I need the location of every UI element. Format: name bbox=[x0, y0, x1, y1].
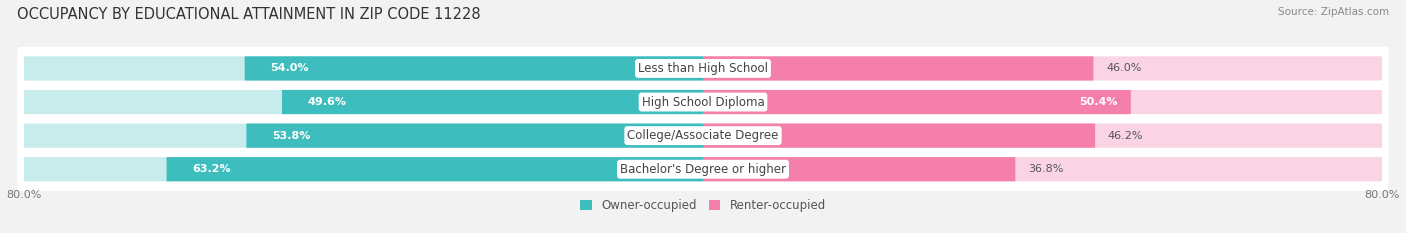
Text: College/Associate Degree: College/Associate Degree bbox=[627, 129, 779, 142]
FancyBboxPatch shape bbox=[703, 157, 1382, 181]
FancyBboxPatch shape bbox=[24, 90, 703, 114]
FancyBboxPatch shape bbox=[17, 147, 1389, 191]
FancyBboxPatch shape bbox=[24, 123, 703, 148]
Text: OCCUPANCY BY EDUCATIONAL ATTAINMENT IN ZIP CODE 11228: OCCUPANCY BY EDUCATIONAL ATTAINMENT IN Z… bbox=[17, 7, 481, 22]
Legend: Owner-occupied, Renter-occupied: Owner-occupied, Renter-occupied bbox=[575, 195, 831, 217]
Text: Bachelor's Degree or higher: Bachelor's Degree or higher bbox=[620, 163, 786, 176]
Text: 54.0%: 54.0% bbox=[270, 63, 309, 73]
FancyBboxPatch shape bbox=[24, 56, 703, 81]
FancyBboxPatch shape bbox=[17, 80, 1389, 124]
FancyBboxPatch shape bbox=[703, 56, 1094, 81]
FancyBboxPatch shape bbox=[703, 90, 1130, 114]
FancyBboxPatch shape bbox=[703, 90, 1382, 114]
Text: High School Diploma: High School Diploma bbox=[641, 96, 765, 109]
FancyBboxPatch shape bbox=[246, 123, 703, 148]
Text: 46.0%: 46.0% bbox=[1107, 63, 1142, 73]
FancyBboxPatch shape bbox=[703, 157, 1015, 181]
Text: 63.2%: 63.2% bbox=[193, 164, 231, 174]
Text: 80.0%: 80.0% bbox=[6, 190, 42, 200]
FancyBboxPatch shape bbox=[703, 123, 1095, 148]
FancyBboxPatch shape bbox=[283, 90, 703, 114]
Text: 80.0%: 80.0% bbox=[1364, 190, 1400, 200]
FancyBboxPatch shape bbox=[17, 46, 1389, 91]
Text: 50.4%: 50.4% bbox=[1080, 97, 1118, 107]
Text: 36.8%: 36.8% bbox=[1028, 164, 1063, 174]
FancyBboxPatch shape bbox=[703, 56, 1382, 81]
FancyBboxPatch shape bbox=[166, 157, 703, 181]
FancyBboxPatch shape bbox=[17, 113, 1389, 158]
Text: 46.2%: 46.2% bbox=[1108, 131, 1143, 141]
Text: 49.6%: 49.6% bbox=[308, 97, 346, 107]
Text: 53.8%: 53.8% bbox=[271, 131, 311, 141]
FancyBboxPatch shape bbox=[24, 157, 703, 181]
Text: Source: ZipAtlas.com: Source: ZipAtlas.com bbox=[1278, 7, 1389, 17]
FancyBboxPatch shape bbox=[703, 123, 1382, 148]
Text: Less than High School: Less than High School bbox=[638, 62, 768, 75]
FancyBboxPatch shape bbox=[245, 56, 703, 81]
